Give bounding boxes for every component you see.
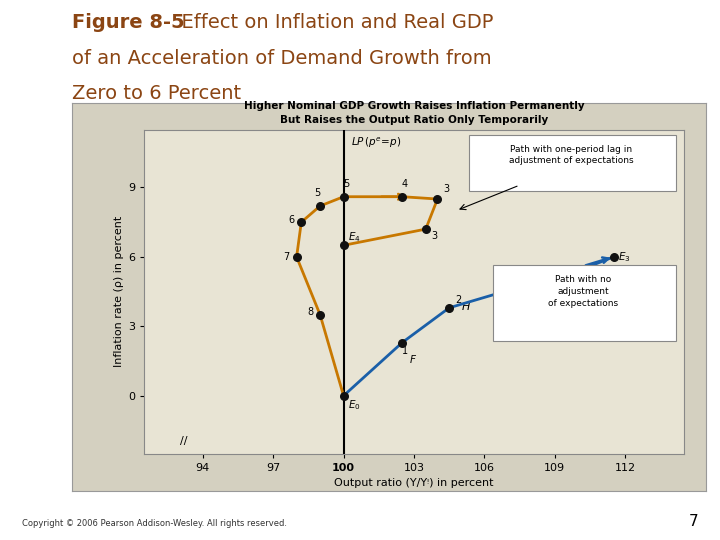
Point <box>514 282 526 291</box>
Point <box>315 310 326 319</box>
Text: $H$: $H$ <box>461 300 471 312</box>
Text: $LP\,(p^e\!=\!p)$: $LP\,(p^e\!=\!p)$ <box>351 136 401 150</box>
Text: 2: 2 <box>514 292 521 302</box>
Text: $E_3$: $E_3$ <box>618 250 631 264</box>
Text: $E_4$: $E_4$ <box>348 231 361 245</box>
Text: of an Acceleration of Demand Growth from: of an Acceleration of Demand Growth from <box>72 49 492 68</box>
Text: Effect on Inflation and Real GDP: Effect on Inflation and Real GDP <box>169 14 494 32</box>
Point <box>291 253 302 261</box>
Text: 6: 6 <box>288 215 294 225</box>
Text: 3: 3 <box>444 184 449 194</box>
X-axis label: Output ratio (Y/Yᵎ) in percent: Output ratio (Y/Yᵎ) in percent <box>334 478 494 488</box>
Text: 2: 2 <box>455 295 462 305</box>
Point <box>420 225 431 233</box>
Text: 4: 4 <box>570 278 576 288</box>
Text: 4: 4 <box>402 179 408 188</box>
Text: 7: 7 <box>283 252 289 262</box>
Point <box>397 338 408 347</box>
Point <box>444 303 455 312</box>
Text: Copyright © 2006 Pearson Addison-Wesley. All rights reserved.: Copyright © 2006 Pearson Addison-Wesley.… <box>22 519 287 529</box>
Point <box>432 195 444 204</box>
Point <box>315 201 326 210</box>
Text: 3: 3 <box>431 232 438 241</box>
Point <box>338 392 349 400</box>
Text: 7: 7 <box>689 515 698 530</box>
Point <box>338 241 349 249</box>
Text: 1: 1 <box>402 346 408 356</box>
Y-axis label: Inflation rate (ρ) in percent: Inflation rate (ρ) in percent <box>114 216 124 367</box>
Point <box>397 192 408 201</box>
Point <box>608 253 619 261</box>
Text: $F$: $F$ <box>409 353 418 366</box>
FancyBboxPatch shape <box>469 136 676 191</box>
Text: 8: 8 <box>307 307 313 318</box>
FancyBboxPatch shape <box>492 265 676 341</box>
Point <box>295 218 307 226</box>
Text: Zero to 6 Percent: Zero to 6 Percent <box>72 84 241 103</box>
Text: Path with one-period lag in
adjustment of expectations: Path with one-period lag in adjustment o… <box>509 145 634 165</box>
Text: Path with no
adjustment
of expectations: Path with no adjustment of expectations <box>548 275 618 308</box>
Title: Higher Nominal GDP Growth Raises Inflation Permanently
But Raises the Output Rat: Higher Nominal GDP Growth Raises Inflati… <box>243 102 585 125</box>
Text: 5: 5 <box>315 188 321 198</box>
Text: 5: 5 <box>581 265 587 275</box>
Text: Figure 8-5: Figure 8-5 <box>72 14 184 32</box>
Point <box>338 192 349 201</box>
Text: 3: 3 <box>531 278 538 288</box>
Text: 5: 5 <box>343 179 349 188</box>
Text: $E_0$: $E_0$ <box>348 399 361 412</box>
Point <box>561 271 572 280</box>
Text: //: // <box>180 436 188 447</box>
